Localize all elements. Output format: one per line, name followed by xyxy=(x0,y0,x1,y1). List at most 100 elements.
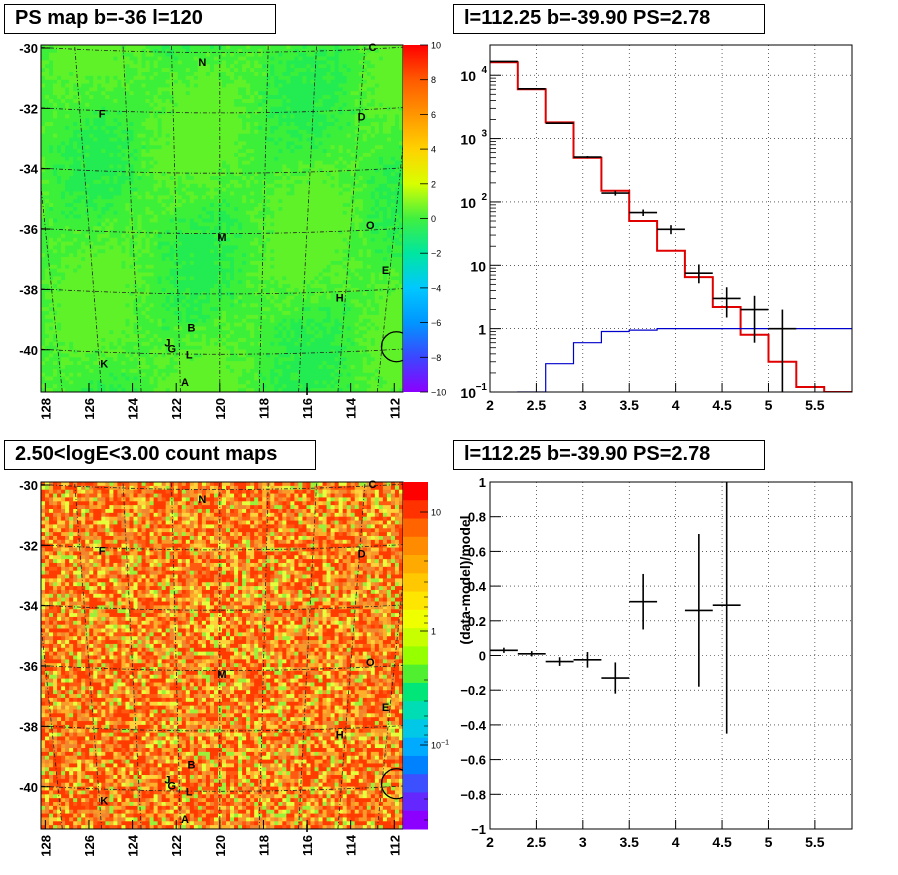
map-pixel xyxy=(69,303,74,308)
map-pixel xyxy=(141,141,146,146)
map-pixel xyxy=(97,226,102,231)
map-pixel xyxy=(213,95,219,100)
map-pixel xyxy=(117,71,122,77)
map-pixel xyxy=(177,345,183,350)
map-pixel xyxy=(89,199,94,204)
map-pixel xyxy=(105,245,110,250)
map-pixel xyxy=(81,149,86,154)
map-pixel xyxy=(185,388,191,392)
map-pixel xyxy=(181,311,187,316)
map-pixel xyxy=(97,156,102,162)
map-pixel xyxy=(41,87,46,92)
map-pixel xyxy=(185,187,191,192)
map-pixel xyxy=(161,199,167,204)
map-pixel xyxy=(81,183,86,189)
map-pixel xyxy=(125,64,130,69)
map-pixel xyxy=(125,311,130,316)
map-pixel xyxy=(161,303,167,308)
map-pixel xyxy=(201,280,207,285)
map-pixel xyxy=(177,330,183,335)
map-pixel xyxy=(61,303,66,308)
map-pixel xyxy=(133,372,138,377)
map-pixel xyxy=(258,372,263,377)
map-pixel xyxy=(109,168,114,173)
map-pixel xyxy=(149,368,155,374)
map-pixel xyxy=(137,71,142,77)
map-pixel xyxy=(217,187,223,192)
map-pixel xyxy=(89,122,94,127)
map-pixel xyxy=(169,388,175,392)
map-pixel xyxy=(109,179,114,185)
map-pixel xyxy=(205,237,211,243)
map-pixel xyxy=(141,338,146,343)
map-pixel xyxy=(262,102,267,108)
map-pixel xyxy=(77,287,82,293)
map-pixel xyxy=(65,64,70,69)
map-pixel xyxy=(153,52,159,57)
map-pixel xyxy=(177,195,183,200)
map-pixel xyxy=(137,203,142,208)
map-pixel xyxy=(197,264,203,270)
map-pixel xyxy=(258,249,263,254)
map-pixel xyxy=(201,125,207,131)
map-pixel xyxy=(161,230,167,235)
map-pixel xyxy=(161,334,167,339)
map-pixel xyxy=(262,60,267,65)
map-pixel xyxy=(93,303,98,308)
map-pixel xyxy=(53,361,58,366)
map-pixel xyxy=(157,314,163,320)
map-pixel xyxy=(193,71,199,77)
map-pixel xyxy=(169,284,175,289)
map-pixel xyxy=(250,330,255,335)
map-pixel xyxy=(121,276,126,281)
map-pixel xyxy=(189,179,195,185)
map-pixel xyxy=(65,114,70,119)
map-pixel xyxy=(101,287,106,293)
map-pixel xyxy=(89,361,94,366)
map-pixel xyxy=(205,56,211,61)
map-pixel xyxy=(201,380,207,385)
map-pixel xyxy=(193,272,199,277)
map-pixel xyxy=(121,218,126,223)
map-pixel xyxy=(89,164,94,169)
map-pixel xyxy=(125,249,130,254)
map-pixel xyxy=(49,322,54,327)
map-pixel xyxy=(49,233,54,239)
map-pixel xyxy=(213,318,219,323)
map-pixel xyxy=(185,353,191,358)
map-pixel xyxy=(69,45,74,50)
map-pixel xyxy=(57,152,62,158)
map-pixel xyxy=(250,87,255,92)
map-pixel xyxy=(209,272,215,277)
map-pixel xyxy=(73,372,78,377)
map-pixel xyxy=(149,380,155,385)
map-pixel xyxy=(177,341,183,347)
map-pixel xyxy=(254,276,259,281)
map-pixel xyxy=(189,145,195,150)
map-pixel xyxy=(169,330,175,335)
map-pixel xyxy=(129,249,134,254)
map-pixel xyxy=(129,168,134,173)
map-pixel xyxy=(254,368,259,374)
map-pixel xyxy=(69,129,74,135)
map-pixel xyxy=(133,141,138,146)
map-pixel xyxy=(226,299,231,304)
map-pixel xyxy=(129,129,134,135)
map-pixel xyxy=(185,199,191,204)
map-pixel xyxy=(145,299,150,304)
map-pixel xyxy=(238,280,243,285)
map-pixel xyxy=(213,368,219,374)
map-pixel xyxy=(93,361,98,366)
map-pixel xyxy=(165,287,171,293)
map-pixel xyxy=(226,338,231,343)
map-pixel xyxy=(230,48,235,54)
map-pixel xyxy=(197,345,203,350)
map-pixel xyxy=(197,129,203,135)
map-pixel xyxy=(205,330,211,335)
map-pixel xyxy=(89,71,94,77)
map-pixel xyxy=(85,226,90,231)
map-pixel xyxy=(105,272,110,277)
map-pixel xyxy=(161,176,167,181)
map-pixel xyxy=(205,52,211,57)
map-pixel xyxy=(185,129,191,135)
